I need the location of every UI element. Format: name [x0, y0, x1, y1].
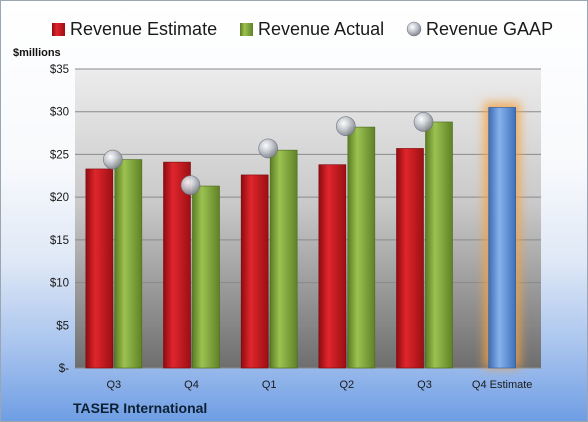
- bar-revenue-actual: [425, 121, 453, 369]
- y-tick-label: $20: [50, 192, 69, 204]
- marker-revenue-gaap: [258, 138, 278, 159]
- y-tick-label: $10: [50, 278, 69, 290]
- legend-revenue-actual-label: Revenue Actual: [258, 19, 384, 39]
- y-tick-label: $-: [59, 363, 69, 375]
- company-name: TASER International: [73, 400, 207, 416]
- legend-revenue-estimate-swatch: [52, 23, 65, 36]
- y-axis-label: $millions: [13, 47, 61, 59]
- marker-revenue-gaap: [413, 112, 434, 132]
- marker-revenue-gaap: [103, 149, 123, 170]
- legend-revenue-gaap-swatch: [406, 21, 422, 37]
- bar-revenue-estimate: [240, 174, 269, 369]
- bar-revenue-estimate: [85, 168, 114, 369]
- bar-revenue-actual: [192, 185, 220, 369]
- y-tick-label: $25: [50, 149, 69, 161]
- bar-revenue-estimate: [163, 161, 191, 369]
- x-tick-label: Q1: [262, 379, 277, 391]
- x-tick-label: Q3: [106, 379, 121, 391]
- bar-revenue-estimate: [318, 164, 347, 369]
- y-tick-label: $5: [56, 320, 69, 332]
- y-tick-label: $35: [50, 64, 69, 76]
- legend-revenue-gaap-label: Revenue GAAP: [426, 19, 553, 39]
- y-tick-label: $15: [50, 235, 69, 247]
- marker-revenue-gaap: [336, 116, 356, 137]
- bar-q4-estimate: [488, 107, 516, 369]
- bar-revenue-actual: [114, 159, 143, 369]
- x-tick-label: Q4 Estimate: [472, 379, 533, 391]
- marker-revenue-gaap: [180, 175, 201, 195]
- legend-revenue-actual-swatch: [240, 23, 253, 36]
- legend-revenue-estimate-label: Revenue Estimate: [70, 19, 217, 39]
- bar-revenue-actual: [269, 149, 298, 369]
- x-tick-label: Q2: [339, 379, 354, 391]
- y-tick-label: $30: [50, 107, 69, 119]
- bar-revenue-estimate: [396, 148, 424, 369]
- x-tick-label: Q3: [417, 379, 432, 391]
- x-tick-label: Q4: [184, 379, 199, 391]
- plot-area: [75, 69, 541, 368]
- bar-revenue-actual: [347, 126, 376, 369]
